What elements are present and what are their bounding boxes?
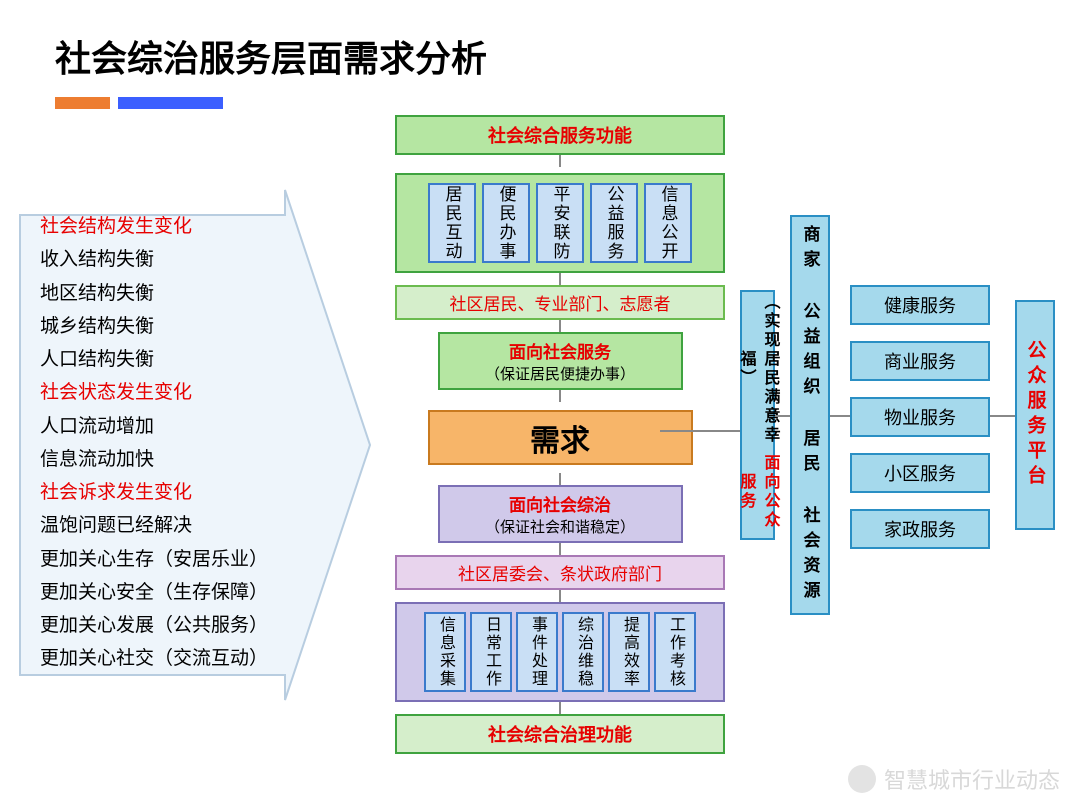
h-connector <box>775 415 790 417</box>
top-func-item: 信息公开 <box>644 183 692 263</box>
bottom-func-item: 信息采集 <box>424 612 466 692</box>
service-item: 健康服务 <box>850 285 990 325</box>
bottom-actors: 社区居委会、条状政府部门 <box>395 555 725 590</box>
bottom-func-item: 综治维稳 <box>562 612 604 692</box>
service-bottom-sub: （保证社会和谐稳定） <box>485 516 635 537</box>
bottom-functions-row: 信息采集日常工作事件处理综治维稳提高效率工作考核 <box>395 602 725 702</box>
left-item: 更加关心安全（生存保障） <box>40 576 320 609</box>
page-title: 社会综治服务层面需求分析 <box>0 0 1080 82</box>
left-item: 温饱问题已经解决 <box>40 509 320 542</box>
accent-bars <box>0 82 1080 109</box>
service-top-sub: （保证居民便捷办事） <box>485 363 635 384</box>
platform: 公众服务平台 <box>1015 300 1055 530</box>
left-item: 信息流动加快 <box>40 443 320 476</box>
left-item: 更加关心社交（交流互动） <box>40 642 320 675</box>
wechat-icon <box>848 765 876 793</box>
connector <box>559 320 561 332</box>
service-top: 面向社会服务 （保证居民便捷办事） <box>438 332 683 390</box>
h-connector <box>990 415 1015 417</box>
bottom-func-item: 提高效率 <box>608 612 650 692</box>
left-item: 地区结构失衡 <box>40 277 320 310</box>
bottom-header: 社会综合治理功能 <box>395 714 725 754</box>
service-list: 健康服务商业服务物业服务小区服务家政服务 <box>850 285 990 549</box>
bottom-func-item: 日常工作 <box>470 612 512 692</box>
connector <box>559 590 561 602</box>
left-item: 城乡结构失衡 <box>40 310 320 343</box>
orange-bar <box>55 97 110 109</box>
left-item: 人口结构失衡 <box>40 343 320 376</box>
connector <box>559 390 561 402</box>
right-col1-title: 面向公众服务 <box>734 446 782 538</box>
bottom-func-item: 事件处理 <box>516 612 558 692</box>
right-col1: （实现居民满意幸福） 面向公众服务 <box>740 290 775 540</box>
center-flow: 社会综合服务功能 居民互动便民办事平安联防公益服务信息公开 社区居民、专业部门、… <box>395 115 725 754</box>
right-col2: 商家 公益组织 居民 社会资源 <box>790 215 830 615</box>
service-item: 商业服务 <box>850 341 990 381</box>
right-col1-sub: （实现居民满意幸福） <box>734 292 782 446</box>
left-item: 社会结构发生变化 <box>40 210 320 243</box>
service-bottom-title: 面向社会综治 <box>509 491 611 516</box>
service-item: 物业服务 <box>850 397 990 437</box>
connector <box>559 543 561 555</box>
service-top-title: 面向社会服务 <box>509 338 611 363</box>
left-item: 人口流动增加 <box>40 410 320 443</box>
top-functions-row: 居民互动便民办事平安联防公益服务信息公开 <box>395 173 725 273</box>
h-connector <box>830 415 850 417</box>
left-item: 更加关心生存（安居乐业） <box>40 543 320 576</box>
blue-bar <box>118 97 223 109</box>
watermark-text: 智慧城市行业动态 <box>884 763 1060 795</box>
h-connector <box>660 430 740 432</box>
top-func-item: 便民办事 <box>482 183 530 263</box>
connector <box>559 473 561 485</box>
top-func-item: 公益服务 <box>590 183 638 263</box>
top-header: 社会综合服务功能 <box>395 115 725 155</box>
demand-box: 需求 <box>428 410 693 465</box>
left-item: 更加关心发展（公共服务） <box>40 609 320 642</box>
connector <box>559 155 561 167</box>
left-panel: 社会结构发生变化收入结构失衡地区结构失衡城乡结构失衡人口结构失衡社会状态发生变化… <box>20 185 340 701</box>
left-item: 收入结构失衡 <box>40 243 320 276</box>
connector <box>559 273 561 285</box>
watermark: 智慧城市行业动态 <box>848 763 1060 795</box>
service-item: 家政服务 <box>850 509 990 549</box>
service-item: 小区服务 <box>850 453 990 493</box>
top-actors: 社区居民、专业部门、志愿者 <box>395 285 725 320</box>
service-bottom: 面向社会综治 （保证社会和谐稳定） <box>438 485 683 543</box>
left-item: 社会状态发生变化 <box>40 376 320 409</box>
top-func-item: 居民互动 <box>428 183 476 263</box>
connector <box>559 702 561 714</box>
bottom-func-item: 工作考核 <box>654 612 696 692</box>
top-func-item: 平安联防 <box>536 183 584 263</box>
left-item: 社会诉求发生变化 <box>40 476 320 509</box>
